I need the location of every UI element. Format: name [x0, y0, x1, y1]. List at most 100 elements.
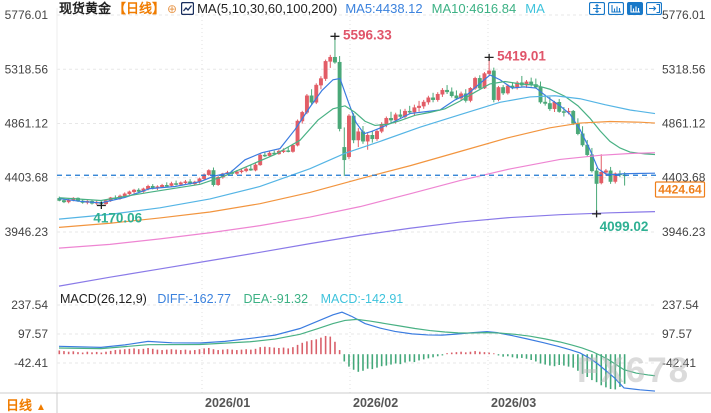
macd-hist-bar	[404, 354, 406, 363]
macd-hist-bar	[240, 349, 243, 355]
candle	[505, 85, 510, 94]
candle	[370, 135, 375, 140]
macd-title[interactable]: MACD(26,12,9)	[60, 292, 147, 306]
macd-hist-bar	[165, 349, 168, 355]
macd-hist-bar	[357, 354, 360, 372]
macd-axis-label-left: 237.54	[11, 298, 48, 312]
candle	[262, 154, 267, 157]
macd-dea-line	[58, 318, 656, 377]
macd-hist-bar	[614, 354, 617, 390]
macd-hist-bar	[394, 354, 397, 364]
candle	[393, 114, 398, 121]
candle	[244, 168, 249, 172]
macd-hist-bar	[464, 352, 467, 355]
candle	[445, 89, 450, 93]
macd-header: MACD(26,12,9) DIFF:-162.77 DEA:-91.32 MA…	[60, 292, 403, 306]
chevron-up-icon: ▲	[36, 402, 46, 413]
candle	[440, 89, 445, 95]
x-axis-label: 2026/03	[491, 396, 536, 410]
axis-scale-active-icon[interactable]	[627, 2, 643, 15]
macd-hist-bar	[609, 354, 612, 390]
macd-hist-bar	[474, 351, 476, 355]
macd-hist-bar	[521, 354, 523, 358]
macd-hist-bar	[128, 348, 131, 355]
macd-hist-bar	[287, 348, 290, 355]
candle	[174, 183, 179, 185]
macd-hist-bar	[385, 354, 388, 366]
macd-hist-bar	[591, 354, 593, 381]
macd-hist-bar	[343, 354, 346, 362]
candle	[431, 97, 436, 100]
macd-hist-bar	[236, 350, 238, 355]
candle	[211, 170, 216, 185]
kline-icon	[180, 1, 195, 18]
candle	[267, 152, 272, 156]
candle	[234, 171, 239, 174]
price-axis-label-right: 5318.56	[662, 62, 706, 76]
candle	[561, 111, 566, 113]
macd-hist-bar	[278, 347, 280, 355]
x-axis-label: 2026/02	[353, 396, 398, 410]
candle	[417, 105, 421, 108]
indicator-settings-icon[interactable]: ⊕	[167, 2, 178, 16]
macd-axis-label-left: 97.57	[18, 327, 48, 341]
macd-hist-bar	[175, 349, 177, 355]
candle	[608, 170, 613, 182]
x-axis-label: 2026/01	[205, 396, 250, 410]
candle	[599, 172, 604, 184]
macd-hist-bar	[371, 354, 374, 370]
macd-hist-bar	[105, 351, 107, 355]
macd-hist-bar	[455, 352, 458, 355]
period-selector[interactable]: 日线 ▲	[6, 395, 46, 413]
extreme-marker	[484, 53, 494, 61]
exit-fullscreen-icon[interactable]	[645, 1, 663, 16]
macd-hist-bar	[572, 354, 575, 368]
candle	[318, 78, 323, 86]
macd-hist-bar	[390, 354, 392, 365]
ma-settings-label[interactable]: MA(5,10,30,60,100,200)	[197, 1, 338, 16]
macd-hist-bar	[100, 352, 103, 355]
candle	[122, 193, 127, 197]
macd-hist-bar	[530, 354, 532, 361]
macd-diff-line	[58, 311, 656, 392]
symbol-name: 现货黄金	[59, 1, 112, 16]
macd-hist-bar	[436, 354, 439, 357]
pan-icon[interactable]	[588, 1, 606, 16]
macd-hist-bar	[483, 352, 486, 355]
candle	[337, 61, 342, 129]
macd-hist-bar	[114, 350, 117, 355]
candle	[127, 191, 132, 195]
annotation-4099.02: 4099.02	[600, 219, 649, 234]
macd-hist-bar	[366, 354, 369, 369]
macd-hist-bar	[315, 339, 318, 355]
macd-hist-bar	[623, 354, 626, 384]
macd-axis-label-right: -42.41	[662, 356, 696, 370]
macd-hist-bar	[212, 349, 215, 355]
macd-hist-bar	[259, 347, 261, 355]
macd-hist-bar	[413, 354, 416, 363]
macd-hist-bar	[581, 354, 584, 374]
macd-hist-bar	[422, 354, 425, 360]
ma-line-ma30	[58, 95, 656, 220]
price-axis-label-right: 4403.68	[662, 171, 706, 185]
macd-hist-bar	[95, 351, 98, 355]
axis-scale-icon[interactable]	[607, 1, 625, 16]
candle	[332, 56, 337, 63]
macd-hist-bar	[133, 348, 135, 355]
macd-axis-label-right: 237.54	[662, 298, 699, 312]
macd-hist-bar	[334, 341, 336, 355]
candle	[449, 91, 454, 97]
macd-hist-bar	[553, 354, 556, 367]
candle	[309, 95, 314, 103]
candle	[248, 168, 253, 171]
macd-axis-label-left: -42.41	[14, 356, 48, 370]
macd-hist-bar	[58, 350, 61, 355]
candle	[253, 164, 258, 171]
candle	[178, 182, 183, 185]
macd-hist-bar	[418, 354, 420, 361]
period-tag[interactable]: 【日线】	[113, 1, 166, 16]
extreme-marker	[330, 32, 340, 40]
ma-line-ma100	[58, 152, 656, 249]
macd-hist-bar	[511, 354, 514, 358]
